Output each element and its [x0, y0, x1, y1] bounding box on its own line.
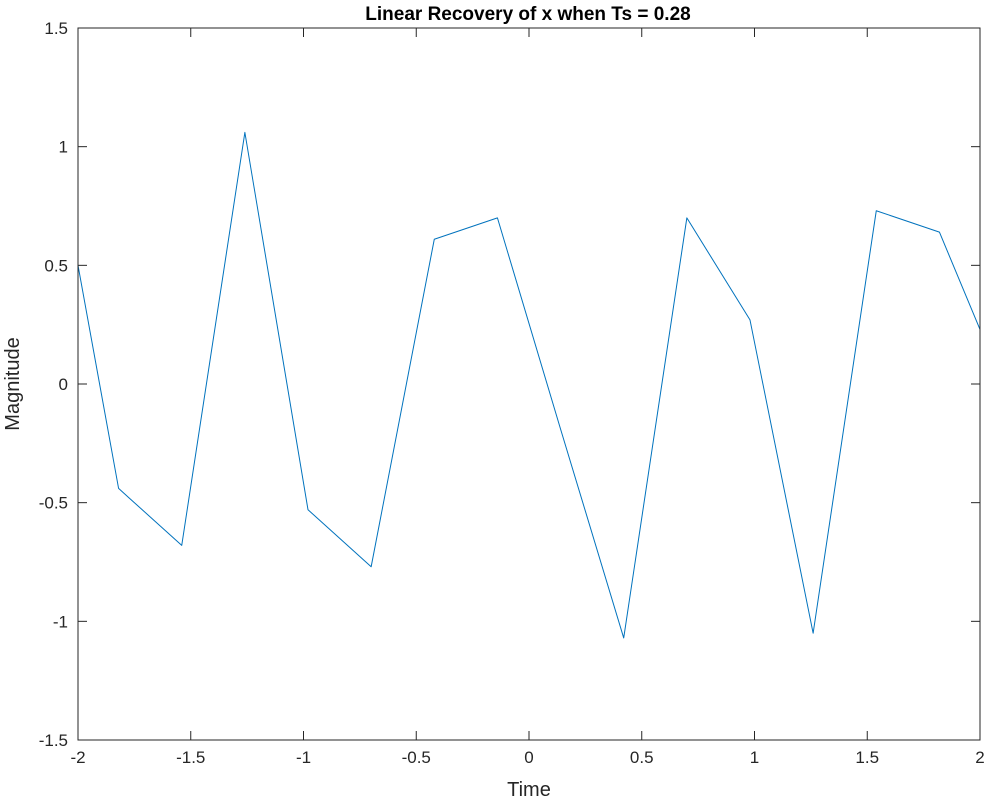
- y-tick-label: 1.5: [44, 19, 68, 38]
- x-tick-label: 0.5: [630, 748, 654, 767]
- x-tick-label: -1: [296, 748, 311, 767]
- y-tick-labels: -1.5 -1 -0.5 0 0.5 1 1.5: [39, 19, 68, 750]
- y-tick-label: -0.5: [39, 494, 68, 513]
- plot-frame: [77, 27, 981, 741]
- x-tick-label: -2: [70, 748, 85, 767]
- y-tick-label: 1: [59, 138, 68, 157]
- y-tick-label: -1: [53, 612, 68, 631]
- x-tick-label: -0.5: [402, 748, 431, 767]
- series-line: [77, 131, 981, 639]
- x-tick-label: 0: [524, 748, 533, 767]
- x-tick-label: 1: [750, 748, 759, 767]
- x-tick-labels: -2 -1.5 -1 -0.5 0 0.5 1 1.5 2: [70, 748, 984, 767]
- y-axis-label: Magnitude: [2, 337, 24, 430]
- x-tick-label: 2: [975, 748, 984, 767]
- series-layer: [77, 131, 981, 639]
- chart-title: Linear Recovery of x when Ts = 0.28: [365, 4, 690, 25]
- plot-area: [78, 28, 980, 740]
- y-tick-label: 0: [59, 375, 68, 394]
- x-tick-label: -1.5: [176, 748, 205, 767]
- x-tick-label: 1.5: [855, 748, 879, 767]
- y-tick-label: -1.5: [39, 731, 68, 750]
- y-tick-label: 0.5: [44, 256, 68, 275]
- x-axis-label: Time: [507, 779, 551, 800]
